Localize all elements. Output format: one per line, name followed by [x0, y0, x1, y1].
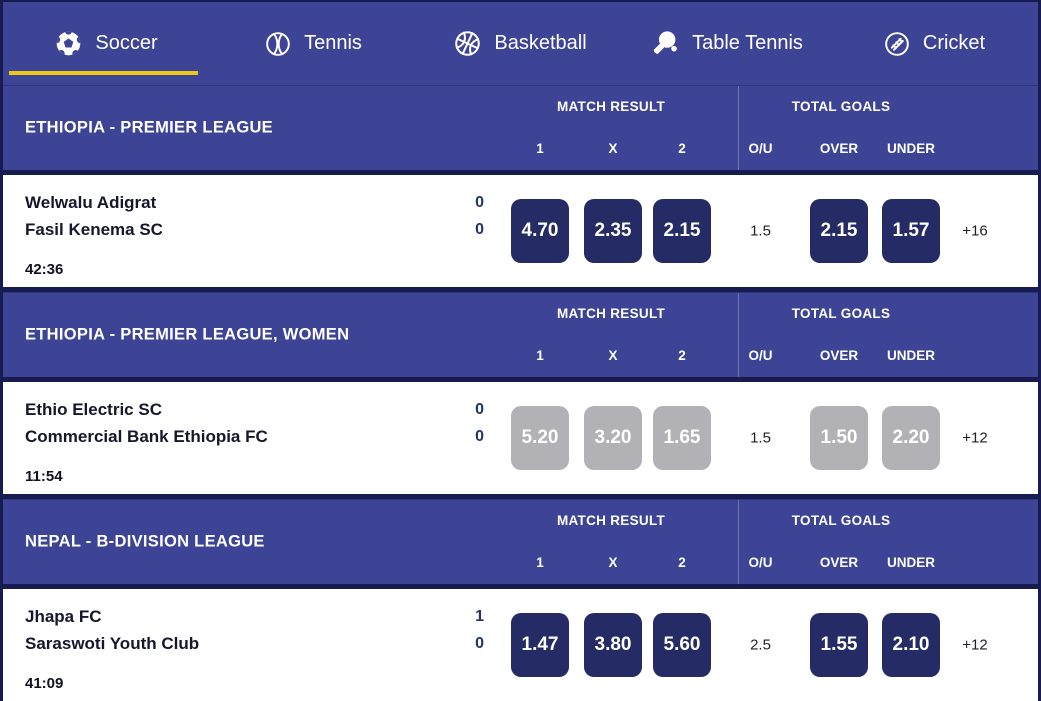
league-header: ETHIOPIA - PREMIER LEAGUE, WOMEN MATCH R… — [3, 292, 1038, 377]
tab-cricket[interactable]: Cricket — [831, 2, 1038, 85]
home-score: 1 — [475, 608, 484, 625]
market-header-total-goals: TOTAL GOALS — [791, 99, 891, 114]
home-score: 0 — [475, 194, 484, 211]
match-row[interactable]: Welwalu Adigrat Fasil Kenema SC 0 0 42:3… — [3, 175, 1038, 287]
match-score: 1 0 — [420, 603, 484, 657]
col-header-over: OVER — [819, 555, 859, 570]
odds-draw-button[interactable]: 3.20 — [584, 406, 642, 470]
home-team-name: Welwalu Adigrat — [25, 193, 157, 212]
market-divider — [738, 293, 739, 377]
home-team-name: Ethio Electric SC — [25, 400, 162, 419]
tab-label: Soccer — [95, 32, 158, 54]
col-header-x: X — [608, 555, 618, 570]
col-header-2: 2 — [678, 348, 686, 363]
odds-over-button[interactable]: 1.50 — [810, 406, 868, 470]
odds-over-button[interactable]: 1.55 — [810, 613, 868, 677]
away-score: 0 — [475, 635, 484, 652]
odds-under-button[interactable]: 1.57 — [882, 199, 940, 263]
market-header-match-result: MATCH RESULT — [556, 306, 666, 321]
market-header-total-goals: TOTAL GOALS — [791, 306, 891, 321]
more-markets-link[interactable]: +12 — [962, 429, 988, 447]
table-tennis-icon — [652, 30, 679, 57]
league-title: ETHIOPIA - PREMIER LEAGUE — [25, 118, 273, 137]
more-markets-link[interactable]: +12 — [962, 636, 988, 654]
tab-basketball[interactable]: Basketball — [417, 2, 624, 85]
tab-soccer[interactable]: Soccer — [3, 2, 210, 85]
away-team-name: Saraswoti Youth Club — [25, 634, 200, 653]
match-score: 0 0 — [420, 396, 484, 450]
match-row[interactable]: Ethio Electric SC Commercial Bank Ethiop… — [3, 382, 1038, 494]
league-header: NEPAL - B-DIVISION LEAGUE MATCH RESULT T… — [3, 499, 1038, 584]
odds-away-button[interactable]: 5.60 — [653, 613, 711, 677]
match-time: 42:36 — [25, 261, 64, 278]
col-header-over: OVER — [819, 348, 859, 363]
col-header-ou: O/U — [748, 141, 773, 156]
col-header-1: 1 — [536, 555, 544, 570]
cricket-icon — [884, 31, 910, 57]
league-header: ETHIOPIA - PREMIER LEAGUE MATCH RESULT T… — [3, 85, 1038, 170]
league-title: NEPAL - B-DIVISION LEAGUE — [25, 532, 265, 551]
home-score: 0 — [475, 401, 484, 418]
col-header-2: 2 — [678, 141, 686, 156]
market-divider — [738, 500, 739, 584]
more-markets-link[interactable]: +16 — [962, 222, 988, 240]
odds-over-button[interactable]: 2.15 — [810, 199, 868, 263]
col-header-2: 2 — [678, 555, 686, 570]
tab-label: Tennis — [304, 32, 362, 54]
league-title: ETHIOPIA - PREMIER LEAGUE, WOMEN — [25, 325, 350, 344]
match-row[interactable]: Jhapa FC Saraswoti Youth Club 1 0 41:09 … — [3, 589, 1038, 701]
home-team-name: Jhapa FC — [25, 607, 102, 626]
ou-line-value: 1.5 — [750, 429, 771, 447]
odds-away-button[interactable]: 1.65 — [653, 406, 711, 470]
away-score: 0 — [475, 221, 484, 238]
col-header-1: 1 — [536, 348, 544, 363]
odds-under-button[interactable]: 2.20 — [882, 406, 940, 470]
col-header-under: UNDER — [886, 348, 935, 363]
away-team-name: Fasil Kenema SC — [25, 220, 163, 239]
col-header-ou: O/U — [748, 555, 773, 570]
market-header-match-result: MATCH RESULT — [556, 99, 666, 114]
away-score: 0 — [475, 428, 484, 445]
ou-line-value: 2.5 — [750, 636, 771, 654]
sport-tabs: Soccer Tennis — [3, 2, 1038, 85]
odds-home-button[interactable]: 4.70 — [511, 199, 569, 263]
odds-draw-button[interactable]: 3.80 — [584, 613, 642, 677]
tab-tennis[interactable]: Tennis — [210, 2, 417, 85]
col-header-x: X — [608, 348, 618, 363]
match-time: 11:54 — [25, 468, 63, 485]
odds-under-button[interactable]: 2.10 — [882, 613, 940, 677]
odds-home-button[interactable]: 1.47 — [511, 613, 569, 677]
market-header-total-goals: TOTAL GOALS — [791, 513, 891, 528]
match-teams[interactable]: Welwalu Adigrat Fasil Kenema SC — [25, 189, 163, 243]
tab-label: Table Tennis — [692, 32, 803, 54]
tab-label: Cricket — [922, 32, 986, 54]
tennis-icon — [265, 31, 291, 57]
ou-line-value: 1.5 — [750, 222, 771, 240]
tab-label: Basketball — [494, 32, 587, 54]
match-score: 0 0 — [420, 189, 484, 243]
tab-table-tennis[interactable]: Table Tennis — [624, 2, 831, 85]
market-header-match-result: MATCH RESULT — [556, 513, 666, 528]
basketball-icon — [454, 30, 481, 57]
odds-home-button[interactable]: 5.20 — [511, 406, 569, 470]
col-header-x: X — [608, 141, 618, 156]
odds-draw-button[interactable]: 2.35 — [584, 199, 642, 263]
col-header-1: 1 — [536, 141, 544, 156]
col-header-under: UNDER — [886, 555, 935, 570]
col-header-under: UNDER — [886, 141, 935, 156]
match-teams[interactable]: Jhapa FC Saraswoti Youth Club — [25, 603, 199, 657]
match-time: 41:09 — [25, 675, 64, 692]
soccer-icon — [55, 30, 82, 57]
market-divider — [738, 86, 739, 170]
match-teams[interactable]: Ethio Electric SC Commercial Bank Ethiop… — [25, 396, 268, 450]
col-header-over: OVER — [819, 141, 859, 156]
odds-away-button[interactable]: 2.15 — [653, 199, 711, 263]
away-team-name: Commercial Bank Ethiopia FC — [25, 427, 268, 446]
col-header-ou: O/U — [748, 348, 773, 363]
